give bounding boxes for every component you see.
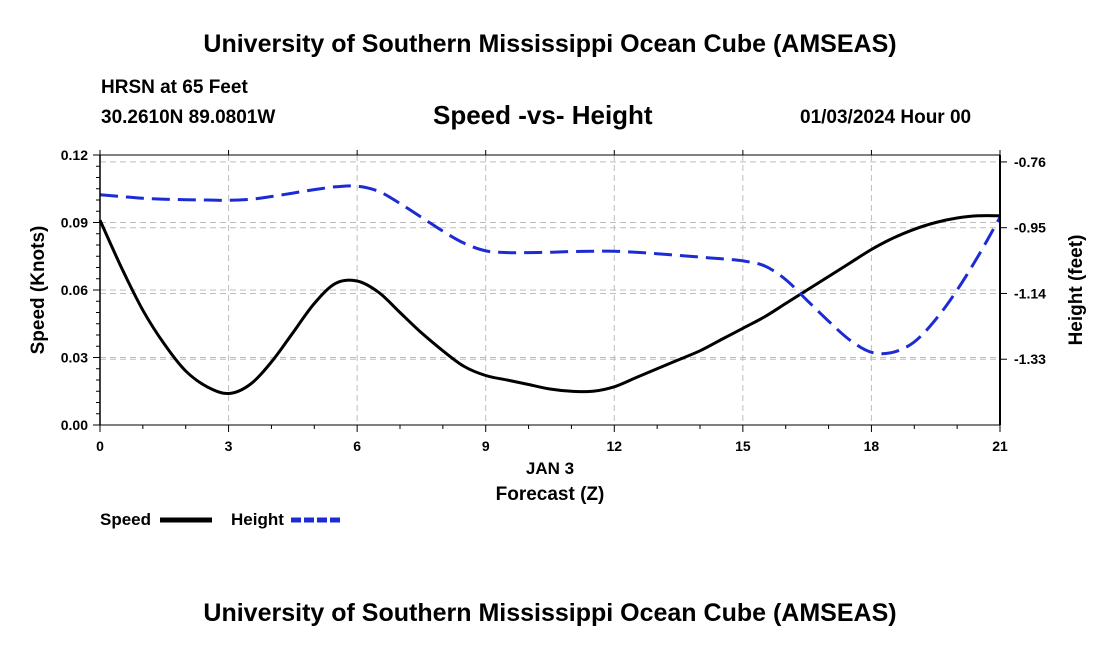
- y-tick-label: 0.12: [61, 147, 88, 163]
- x-tick-label: 6: [353, 438, 361, 454]
- y-tick-label: 0.00: [61, 417, 88, 433]
- y2-axis-label: Height (feet): [1066, 235, 1087, 346]
- y2-tick-label: -0.95: [1014, 220, 1046, 236]
- forecast-datetime: 01/03/2024 Hour 00: [800, 107, 972, 128]
- y2-tick-label: -0.76: [1014, 154, 1046, 170]
- x-tick-label: 15: [735, 438, 751, 454]
- x-tick-label: 21: [992, 438, 1008, 454]
- station-label: HRSN at 65 Feet: [101, 77, 248, 98]
- x-tick-label: 12: [606, 438, 622, 454]
- x-axis-label: Forecast (Z): [496, 484, 605, 505]
- legend-label-height: Height: [231, 510, 284, 529]
- chart-subtitle: Speed -vs- Height: [433, 100, 653, 130]
- y-tick-label: 0.09: [61, 215, 88, 231]
- legend-layer: Speed Height: [100, 510, 343, 529]
- y-tick-label: 0.06: [61, 282, 88, 298]
- series-layer: [98, 184, 1002, 396]
- chart-main-title: University of Southern Mississippi Ocean…: [203, 30, 897, 58]
- y2-tick-label: -1.33: [1014, 351, 1046, 367]
- series-line-speed: [98, 214, 1001, 396]
- x-axis-date-label: JAN 3: [526, 459, 574, 478]
- y-axis-label: Speed (Knots): [28, 226, 49, 355]
- x-tick-label: 0: [96, 438, 104, 454]
- y-tick-label: 0.03: [61, 350, 88, 366]
- axes-layer: 0 3 6 9 12 15 18 21 0.00 0.03 0.06 0.09 0.12 -0.76 -0.…: [28, 147, 1087, 505]
- chart-footer-title: University of Southern Mississippi Ocean…: [203, 599, 897, 627]
- legend-label-speed: Speed: [100, 510, 151, 529]
- grid-layer: [100, 155, 1000, 425]
- x-tick-label: 3: [225, 438, 233, 454]
- x-tick-label: 9: [482, 438, 490, 454]
- x-tick-label: 18: [864, 438, 880, 454]
- coordinates-label: 30.2610N 89.0801W: [101, 107, 276, 128]
- series-line-height: [99, 184, 1002, 356]
- y2-tick-label: -1.14: [1014, 285, 1046, 301]
